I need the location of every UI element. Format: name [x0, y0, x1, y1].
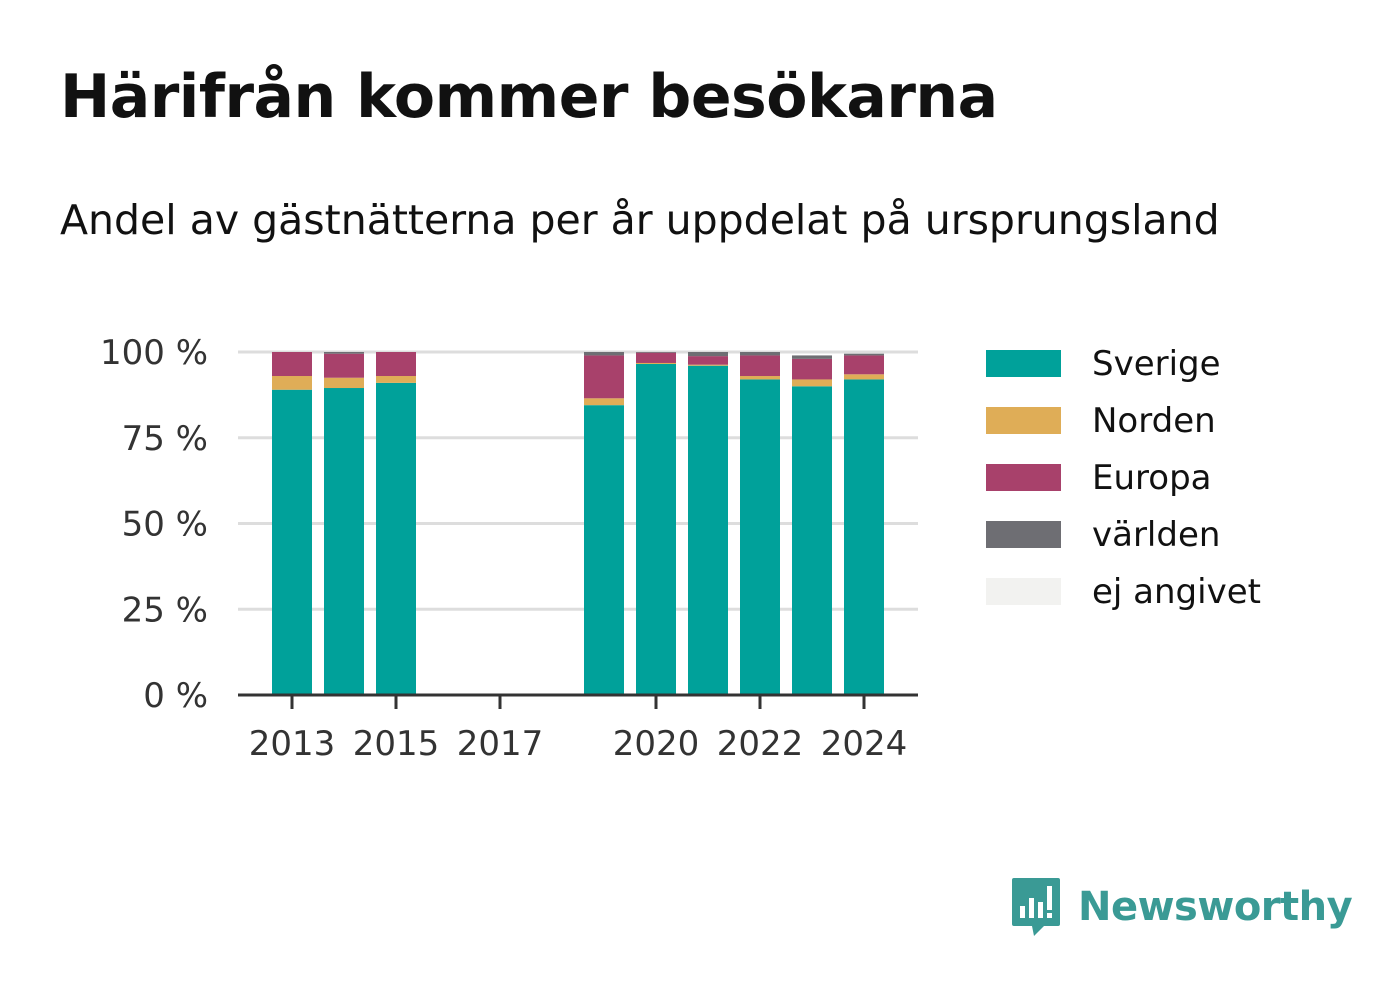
chart-title: Härifrån kommer besökarna — [60, 62, 998, 132]
bar-segment-Europa-2022 — [740, 355, 780, 377]
tick-labels: 0 % 25 % 50 % 75 % 100 % 2013 2015 2017 2020 2022… — [100, 333, 907, 764]
newsworthy-logo-icon — [1012, 878, 1060, 936]
bar-segment-Europa-2020 — [636, 352, 676, 363]
x-tick-label: 2024 — [821, 724, 908, 764]
bars — [272, 352, 884, 695]
legend-item-europa: Europa — [986, 449, 1261, 506]
legend-swatch-sverige — [986, 350, 1061, 377]
bar-segment-Sverige-2022 — [740, 379, 780, 695]
legend-label-sverige: Sverige — [1092, 343, 1221, 384]
bar-segment-Europa-2013 — [272, 352, 312, 377]
bar-segment-världen-2021 — [688, 352, 728, 357]
y-tick-label: 0 % — [143, 676, 208, 716]
stacked-bar-chart: 0 % 25 % 50 % 75 % 100 % 2013 2015 2017 2020 2022… — [100, 333, 918, 764]
bar-segment-Sverige-2020 — [636, 364, 676, 695]
bar-segment-Sverige-2015 — [376, 382, 416, 695]
newsworthy-brand: Newsworthy — [1010, 876, 1353, 938]
legend-label-varlden: världen — [1092, 514, 1221, 555]
bar-segment-Norden-2014 — [324, 377, 364, 389]
legend: Sverige Norden Europa världen ej angivet — [986, 335, 1261, 620]
bar-segment-Norden-2015 — [376, 376, 416, 383]
bar-segment-Sverige-2024 — [844, 379, 884, 695]
bar-segment-Norden-2013 — [272, 376, 312, 390]
x-tick-label: 2020 — [613, 724, 700, 764]
y-tick-label: 25 % — [122, 590, 208, 630]
x-tick-label: 2022 — [717, 724, 804, 764]
bar-segment-Sverige-2014 — [324, 388, 364, 695]
bar-segment-Norden-2023 — [792, 379, 832, 387]
legend-swatch-norden — [986, 407, 1061, 434]
legend-item-ej-angivet: ej angivet — [986, 563, 1261, 620]
bar-segment-Norden-2021 — [688, 364, 728, 366]
brand-name: Newsworthy — [1078, 884, 1353, 930]
bar-segment-världen-2022 — [740, 352, 780, 356]
legend-swatch-varlden — [986, 521, 1061, 548]
bar-segment-Norden-2019 — [584, 398, 624, 406]
bar-segment-Norden-2022 — [740, 376, 780, 380]
legend-item-norden: Norden — [986, 392, 1261, 449]
bar-segment-Sverige-2023 — [792, 386, 832, 695]
bar-segment-Norden-2020 — [636, 362, 676, 365]
bar-segment-Sverige-2019 — [584, 405, 624, 695]
bar-segment-Europa-2023 — [792, 358, 832, 380]
bar-segment-Norden-2024 — [844, 374, 884, 380]
bar-segment-världen-2019 — [584, 352, 624, 356]
legend-label-norden: Norden — [1092, 400, 1216, 441]
bar-segment-världen-2023 — [792, 355, 832, 359]
legend-swatch-europa — [986, 464, 1061, 491]
x-tick-label: 2015 — [353, 724, 440, 764]
bar-segment-Sverige-2021 — [688, 365, 728, 695]
x-tick-label: 2013 — [249, 724, 336, 764]
chart-subtitle: Andel av gästnätterna per år uppdelat på… — [60, 196, 1220, 244]
bar-segment-Europa-2021 — [688, 356, 728, 365]
axes — [238, 693, 918, 709]
x-tick-label: 2017 — [457, 724, 544, 764]
bar-segment-världen-2014 — [324, 352, 364, 354]
legend-label-ej-angivet: ej angivet — [1092, 571, 1261, 612]
bar-segment-Sverige-2013 — [272, 389, 312, 695]
legend-swatch-ej-angivet — [986, 578, 1061, 605]
bar-segment-Europa-2019 — [584, 355, 624, 399]
bar-segment-Europa-2015 — [376, 352, 416, 377]
bar-segment-Europa-2024 — [844, 355, 884, 375]
legend-item-sverige: Sverige — [986, 335, 1261, 392]
bar-segment-världen-2020 — [636, 352, 676, 353]
y-tick-label: 100 % — [100, 333, 208, 373]
bar-segment-Europa-2014 — [324, 353, 364, 378]
bar-segment-världen-2024 — [844, 353, 884, 356]
legend-label-europa: Europa — [1092, 457, 1212, 498]
y-tick-label: 75 % — [122, 419, 208, 459]
y-tick-label: 50 % — [122, 505, 208, 545]
legend-item-varlden: världen — [986, 506, 1261, 563]
